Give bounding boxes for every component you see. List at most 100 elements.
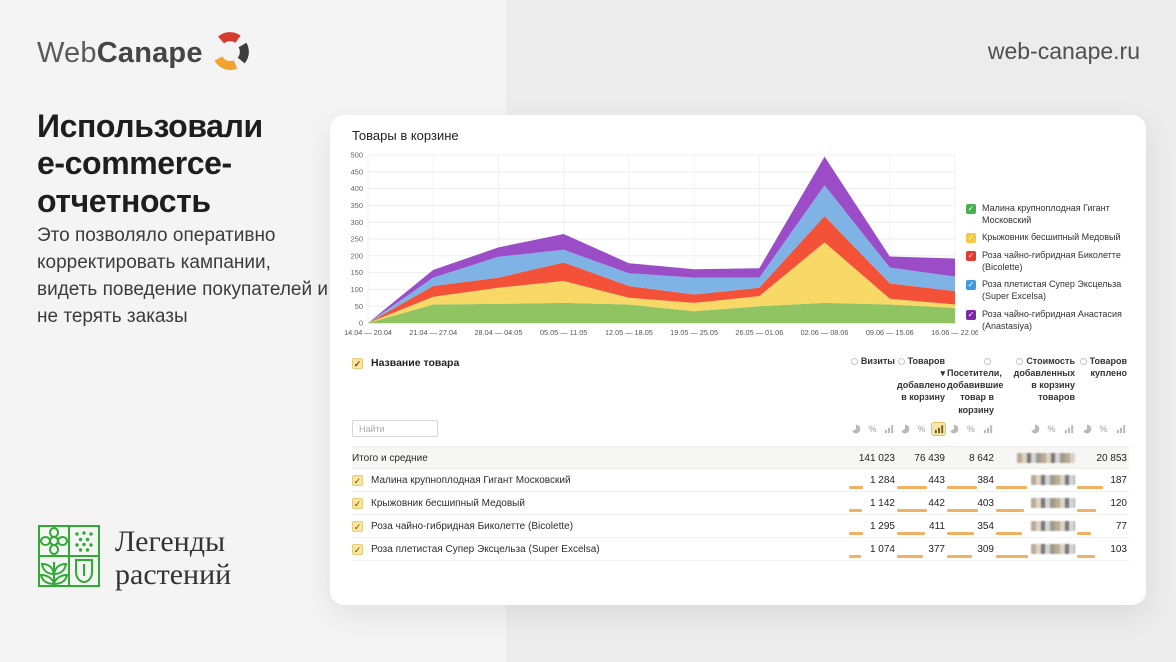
row-checkbox-icon[interactable]: ✓ — [352, 520, 363, 532]
webcanape-logo: WebCanape — [37, 32, 249, 75]
legend-checkbox-icon[interactable]: ✓ — [966, 251, 976, 262]
metric-radio-icon[interactable] — [850, 358, 858, 365]
pie-view-icon[interactable] — [1027, 422, 1042, 436]
legend-label: Роза чайно-гибридная Анастасия (Anastasi… — [982, 308, 1122, 331]
product-name: Роза чайно-гибридная Биколетте (Bicolett… — [371, 520, 574, 532]
chart-title: Товары в корзине — [352, 128, 459, 143]
metric-value: 377 — [897, 538, 947, 561]
legend-item-2[interactable]: ✓ Роза чайно-гибридная Биколетте (Bicole… — [966, 250, 1142, 273]
search-input[interactable] — [352, 420, 438, 438]
metric-value: 20 853 — [1096, 452, 1127, 464]
svg-text:0: 0 — [359, 319, 363, 328]
legend-label: Малина крупноплодная Гигант Московский — [982, 203, 1110, 225]
metric-value: 120 — [1077, 492, 1129, 515]
row-checkbox-icon[interactable]: ✓ — [352, 543, 363, 555]
svg-text:05.05 — 11.05: 05.05 — 11.05 — [540, 328, 587, 337]
bars-view-icon[interactable] — [882, 422, 896, 436]
pie-view-icon[interactable] — [947, 422, 962, 436]
metric-value: 76 439 — [914, 452, 945, 464]
metric-value: 354 — [947, 515, 996, 538]
pie-view-icon[interactable] — [1079, 422, 1094, 436]
metric-value: 77 — [1077, 515, 1129, 538]
site-url: web-canape.ru — [987, 38, 1140, 64]
metric-radio-icon[interactable] — [984, 358, 991, 365]
legend-checkbox-icon[interactable]: ✓ — [966, 309, 976, 320]
svg-text:450: 450 — [350, 167, 363, 176]
metric-value: 141 023 — [858, 452, 895, 464]
metric-radio-icon[interactable] — [897, 358, 905, 365]
metric-value: 442 — [897, 492, 947, 515]
products-table: ✓ Название товара Визиты Товаров ▾ добавле… — [330, 355, 1146, 561]
censored-value — [996, 538, 1077, 561]
svg-text:500: 500 — [350, 151, 363, 160]
percent-view-icon[interactable]: % — [1047, 423, 1056, 434]
basket-items-stacked-area-chart: 0 50 100 150 200 250 300 350 400 450 500 14.04 — 20… — [344, 151, 978, 337]
totals-label: Итого и средние — [352, 452, 428, 464]
svg-text:26.05 — 01.06: 26.05 — 01.06 — [735, 328, 783, 337]
censored-value — [996, 447, 1077, 470]
svg-text:250: 250 — [350, 235, 363, 244]
svg-text:100: 100 — [350, 285, 363, 294]
svg-text:200: 200 — [350, 251, 363, 260]
table-row-3: ✓ Роза плетистая Супер Эксцельза (Super … — [352, 538, 1129, 561]
svg-text:300: 300 — [350, 218, 363, 227]
legend-label: Роза чайно-гибридная Биколетте (Bicolett… — [982, 250, 1121, 272]
svg-text:28.04 — 04.05: 28.04 — 04.05 — [475, 328, 523, 337]
legend-checkbox-icon[interactable]: ✓ — [966, 233, 976, 244]
client-logo: Легенды растений — [37, 524, 231, 593]
bars-view-icon[interactable] — [980, 422, 995, 436]
product-name-cell[interactable]: ✓ Роза плетистая Супер Эксцельза (Super … — [352, 543, 849, 555]
svg-text:150: 150 — [350, 268, 363, 277]
metric-value: 384 — [947, 469, 996, 492]
row-checkbox-icon[interactable]: ✓ — [352, 474, 363, 486]
metric-value: 1 074 — [849, 538, 897, 561]
censored-value — [996, 515, 1077, 538]
product-name-cell[interactable]: ✓ Роза чайно-гибридная Биколетте (Bicole… — [352, 520, 849, 532]
percent-view-icon[interactable]: % — [917, 423, 926, 434]
table-row-0: ✓ Малина крупноплодная Гигант Московский… — [352, 469, 1129, 492]
metric-value: 411 — [897, 515, 947, 538]
svg-text:16.06 — 22.06: 16.06 — 22.06 — [931, 328, 978, 337]
metric-value: 8 642 — [968, 452, 994, 464]
slide-description: Это позволяло оперативно корректировать … — [37, 225, 329, 328]
legend-item-0[interactable]: ✓ Малина крупноплодная Гигант Московский — [966, 203, 1142, 226]
metric-radio-icon[interactable] — [1016, 358, 1024, 365]
product-name-cell[interactable]: ✓ Малина крупноплодная Гигант Московский — [352, 474, 849, 486]
censored-value — [996, 469, 1077, 492]
bars-view-icon[interactable] — [931, 421, 946, 436]
legend-label: Крыжовник бесшипный Медовый — [982, 232, 1121, 243]
percent-view-icon[interactable]: % — [1099, 423, 1108, 434]
product-name: Роза плетистая Супер Эксцельза (Super Ex… — [371, 543, 600, 555]
legend-item-3[interactable]: ✓ Роза плетистая Супер Эксцельза (Super … — [966, 279, 1142, 302]
legend-checkbox-icon[interactable]: ✓ — [966, 280, 976, 291]
metric-column-header-3[interactable]: Стоимость добавленных в корзину товаров — [1013, 356, 1075, 403]
legend-checkbox-icon[interactable]: ✓ — [966, 204, 976, 214]
table-search — [352, 420, 849, 438]
metric-value: 187 — [1077, 469, 1129, 492]
metrika-report-card: Товары в корзине 0 50 100 150 200 250 300 350 40… — [330, 115, 1146, 605]
bars-view-icon[interactable] — [1113, 422, 1128, 436]
product-name-cell[interactable]: ✓ Крыжовник бесшипный Медовый — [352, 497, 849, 509]
select-all-checkbox-icon[interactable]: ✓ — [352, 357, 363, 369]
metric-value: 403 — [947, 492, 996, 515]
row-checkbox-icon[interactable]: ✓ — [352, 497, 363, 509]
bars-view-icon[interactable] — [1061, 422, 1076, 436]
legend-label: Роза плетистая Супер Эксцельза (Super Ex… — [982, 279, 1122, 302]
legend-item-4[interactable]: ✓ Роза чайно-гибридная Анастасия (Anasta… — [966, 309, 1142, 332]
metric-column-header-2[interactable]: Посетители, добавившие товар в корзину — [947, 355, 1003, 416]
metric-column-header-1[interactable]: Товаров ▾ добавлено в корзину — [897, 356, 946, 403]
webcanape-swirl-icon — [211, 32, 249, 75]
metric-value: 443 — [897, 469, 947, 492]
pie-view-icon[interactable] — [897, 422, 912, 436]
svg-text:09.06 — 15.06: 09.06 — 15.06 — [866, 328, 914, 337]
metric-value: 103 — [1077, 538, 1129, 561]
name-column-header[interactable]: ✓ Название товара — [352, 357, 460, 369]
percent-view-icon[interactable]: % — [868, 423, 877, 434]
pie-view-icon[interactable] — [849, 422, 863, 436]
metric-value: 1 284 — [849, 469, 897, 492]
percent-view-icon[interactable]: % — [966, 423, 975, 434]
legend-item-1[interactable]: ✓ Крыжовник бесшипный Медовый — [966, 232, 1142, 244]
metric-column-header-0[interactable]: Визиты — [849, 355, 897, 367]
metric-radio-icon[interactable] — [1079, 358, 1087, 365]
metric-column-header-4[interactable]: Товаров куплено — [1077, 355, 1129, 379]
